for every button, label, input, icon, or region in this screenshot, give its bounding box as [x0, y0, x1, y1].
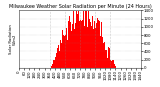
Title: Milwaukee Weather Solar Radiation per Minute (24 Hours): Milwaukee Weather Solar Radiation per Mi…	[9, 4, 151, 9]
Y-axis label: Solar Radiation
W/m2: Solar Radiation W/m2	[8, 24, 17, 54]
